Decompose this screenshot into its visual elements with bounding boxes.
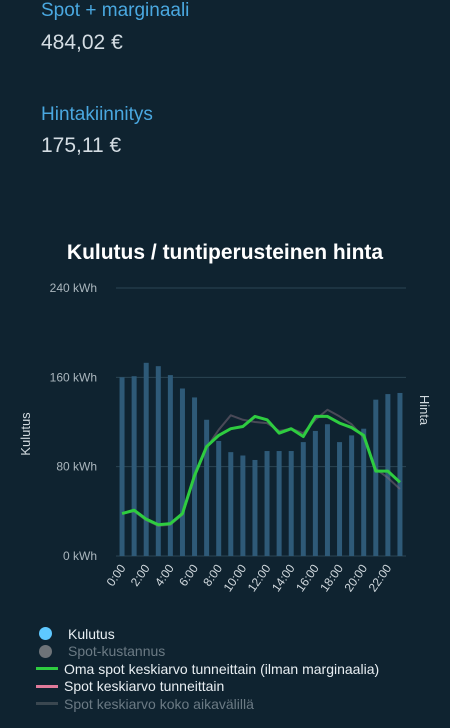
price-fixing-label: Hintakiinnitys (41, 104, 153, 125)
spot-margin-label: Spot + marginaali (41, 0, 190, 21)
y-tick-label: 0 kWh (63, 549, 97, 563)
x-tick-label: 18:00 (317, 561, 346, 594)
x-tick-label: 2:00 (128, 561, 153, 588)
legend-label: Spot keskiarvo koko aikavälillä (64, 695, 254, 712)
consumption-bar (252, 459, 258, 556)
consumption-bar (276, 451, 282, 556)
legend-item[interactable]: Oma spot keskiarvo tunneittain (ilman ma… (36, 660, 446, 678)
consumption-bar (385, 394, 391, 556)
legend-item[interactable]: Spot keskiarvo tunneittain (36, 678, 446, 696)
x-tick-label: 10:00 (221, 561, 250, 594)
x-tick-label: 14:00 (269, 561, 298, 594)
consumption-bar (337, 442, 343, 556)
legend-label: Oma spot keskiarvo tunneittain (ilman ma… (64, 660, 380, 677)
y-tick-label: 240 kWh (50, 281, 97, 295)
spot-average-line (121, 408, 401, 527)
consumption-bar (204, 419, 210, 556)
y-axis-title: Kulutus (18, 412, 33, 456)
legend-line-icon (36, 667, 58, 671)
consumption-bar (264, 451, 270, 556)
spot-margin-value: 484,02 € (41, 31, 123, 54)
own-spot-average-line (121, 414, 401, 527)
consumption-bar (167, 375, 173, 556)
legend-item[interactable]: Spot keskiarvo koko aikavälillä (36, 695, 446, 713)
consumption-bar (131, 376, 137, 556)
consumption-bar (300, 442, 306, 556)
consumption-bar (373, 399, 379, 556)
x-tick-label: 16:00 (293, 561, 322, 594)
consumption-bar (312, 430, 318, 556)
x-tick-label: 0:00 (104, 561, 129, 588)
consumption-bar (119, 377, 125, 556)
x-tick-label: 4:00 (152, 561, 177, 588)
consumption-bar (349, 435, 355, 556)
legend-dot-icon (39, 627, 52, 641)
consumption-bar (155, 366, 161, 556)
consumption-bar (324, 424, 330, 556)
consumption-bar (228, 452, 234, 556)
legend-dot-icon (39, 644, 52, 658)
y-tick-label: 80 kWh (56, 460, 97, 474)
price-fixing-value: 175,11 € (41, 134, 122, 157)
y2-axis-title: Hinta (417, 395, 432, 426)
consumption-bar (397, 392, 403, 556)
consumption-bar (179, 388, 185, 556)
consumption-bar (288, 451, 294, 556)
legend-label: Kulutus (68, 625, 115, 642)
x-tick-label: 20:00 (341, 561, 370, 594)
legend-item[interactable]: Kulutus (36, 625, 446, 643)
legend-line-icon (36, 684, 58, 688)
consumption-bar (216, 440, 222, 556)
legend-label: Spot keskiarvo tunneittain (64, 678, 225, 695)
y-tick-label: 160 kWh (50, 370, 97, 384)
chart-legend: Kulutus Spot-kustannus Oma spot keskiarvo … (36, 625, 446, 713)
chart-title: Kulutus / tuntiperusteinen hinta (66, 241, 384, 264)
x-tick-label: 22:00 (366, 561, 395, 594)
consumption-price-chart: 0 kWh 80 kWh 160 kWh 240 kWh 0:00 2:00 4:00 6:0… (18, 281, 432, 594)
x-tick-label: 6:00 (176, 561, 201, 588)
legend-item[interactable]: Spot-kustannus (36, 643, 446, 661)
consumption-bar (361, 428, 367, 556)
legend-label: Spot-kustannus (68, 643, 166, 660)
legend-line-icon (36, 702, 58, 706)
consumption-bar (143, 362, 149, 556)
x-tick-label: 12:00 (245, 561, 274, 594)
consumption-bar (240, 455, 246, 556)
